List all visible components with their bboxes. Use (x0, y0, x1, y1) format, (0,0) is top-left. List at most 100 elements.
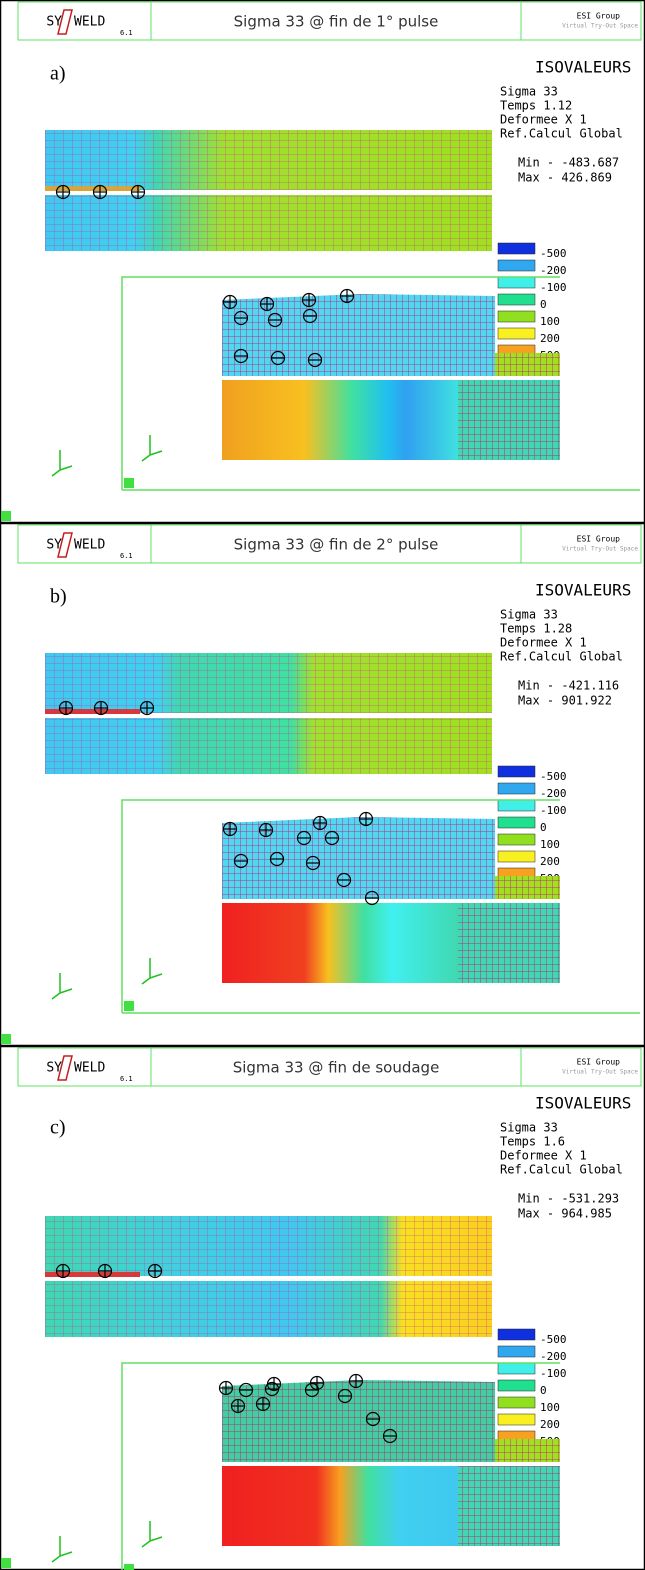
logo-mark (57, 1055, 73, 1081)
zoom-frame (121, 799, 560, 1013)
legend-label: 100 (540, 315, 560, 328)
iso-heading: ISOVALEURS (535, 58, 631, 77)
legend-label: 200 (540, 1418, 560, 1431)
corner-tag (124, 1001, 134, 1011)
logo-left: SY (46, 15, 62, 30)
legend-swatch (497, 799, 536, 812)
logo-left: SY (46, 538, 62, 553)
zoom-frame (121, 1362, 560, 1570)
company-name: ESI Group (577, 1058, 621, 1067)
legend-label: 200 (540, 855, 560, 868)
title-box (150, 524, 522, 564)
iso-heading: ISOVALEURS (535, 1094, 631, 1113)
legend-label: 100 (540, 1401, 560, 1414)
strip-mesh (45, 1216, 492, 1277)
title-box (150, 1047, 522, 1087)
title-box (150, 1, 522, 41)
right-plate-mesh (495, 876, 560, 899)
company-sub: Virtual Try-Out Space (562, 546, 638, 553)
legend-swatch (497, 1328, 536, 1341)
max-value: Max - 964.985 (518, 1207, 612, 1221)
axis-glyph (51, 1536, 73, 1563)
legend-swatch (497, 1345, 536, 1358)
legend-swatch (497, 327, 536, 340)
view-title: Sigma 33 @ fin de 1° pulse (234, 13, 439, 31)
strip-mesh (45, 195, 492, 251)
logo-mark (57, 532, 73, 558)
logo-version: 6.1 (120, 29, 133, 37)
panel-label: c) (50, 1117, 66, 1139)
view-title: Sigma 33 @ fin de soudage (233, 1059, 440, 1077)
panel: SY WELD 6.1 Sigma 33 @ fin de 2° pulse ESI G… (0, 522, 645, 1047)
lower-right-mesh (458, 903, 560, 983)
strip-mesh (45, 653, 492, 714)
legend-label: 100 (540, 838, 560, 851)
slit (140, 713, 492, 717)
lower-right-mesh (458, 1466, 560, 1546)
legend-swatch (497, 276, 536, 289)
strip-mesh (45, 718, 492, 774)
slit (140, 190, 492, 194)
min-value: Min - -483.687 (518, 156, 619, 170)
info-line: Temps 1.28 (500, 622, 572, 636)
legend-swatch (497, 1379, 536, 1392)
legend-swatch (497, 782, 536, 795)
weld-plate (222, 903, 458, 983)
max-value: Max - 426.869 (518, 171, 612, 185)
info-line: Ref.Calcul Global (500, 1163, 623, 1177)
info-line: Sigma 33 (500, 608, 558, 622)
legend-swatch (497, 1396, 536, 1409)
upper-plate-mesh (222, 817, 495, 899)
right-plate-mesh (495, 1439, 560, 1462)
legend-swatch (497, 765, 536, 778)
logo-box (17, 524, 152, 564)
info-line: Deformee X 1 (500, 636, 587, 650)
zoom-frame (121, 276, 560, 490)
info-line: Ref.Calcul Global (500, 127, 623, 141)
legend-label: -200 (540, 787, 567, 800)
right-plate-mesh (495, 353, 560, 376)
weld-plate (222, 1466, 458, 1546)
logo-right: WELD (74, 15, 105, 30)
info-line: Sigma 33 (500, 85, 558, 99)
logo-mark (57, 9, 73, 35)
logo-box (17, 1, 152, 41)
legend-label: -100 (540, 804, 567, 817)
corner-tag (124, 1564, 134, 1570)
hot-line (45, 709, 140, 714)
logo-version: 6.1 (120, 552, 133, 560)
info-line: Ref.Calcul Global (500, 650, 623, 664)
legend-swatch (497, 293, 536, 306)
strip-mesh (45, 1281, 492, 1337)
strip-mesh (45, 130, 492, 191)
slit (140, 1276, 492, 1280)
legend-label: -200 (540, 1350, 567, 1363)
corner-tag (1, 511, 11, 521)
legend-label: 0 (540, 821, 547, 834)
min-value: Min - -421.116 (518, 679, 619, 693)
company-box (520, 524, 642, 564)
max-value: Max - 901.922 (518, 694, 612, 708)
axis-glyph (51, 450, 73, 477)
logo-left: SY (46, 1061, 62, 1076)
panel-label: a) (50, 63, 66, 85)
legend-label: -200 (540, 264, 567, 277)
logo-right: WELD (74, 1061, 105, 1076)
logo-box (17, 1047, 152, 1087)
logo-version: 6.1 (120, 1075, 133, 1083)
legend-swatch (497, 242, 536, 255)
company-box (520, 1047, 642, 1087)
info-line: Temps 1.6 (500, 1135, 565, 1149)
company-name: ESI Group (577, 12, 621, 21)
legend-label: -500 (540, 770, 567, 783)
axis-glyph (51, 973, 73, 1000)
iso-heading: ISOVALEURS (535, 581, 631, 600)
legend-label: 0 (540, 1384, 547, 1397)
legend-swatch (497, 816, 536, 829)
legend-label: -500 (540, 247, 567, 260)
hot-line (45, 1272, 140, 1277)
legend-label: -500 (540, 1333, 567, 1346)
info-line: Deformee X 1 (500, 113, 587, 127)
upper-plate-mesh (222, 294, 495, 376)
logo-right: WELD (74, 538, 105, 553)
